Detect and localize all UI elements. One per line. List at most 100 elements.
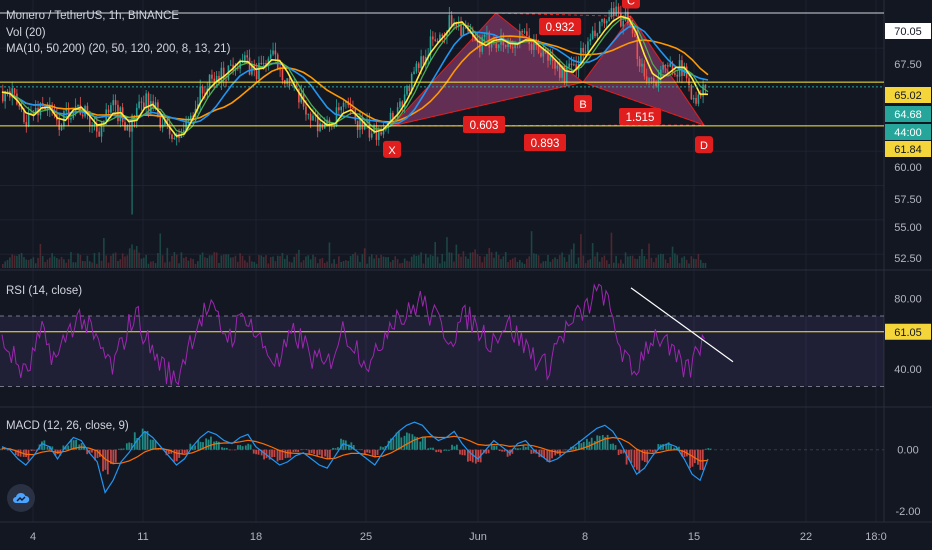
- volume-bar: [530, 231, 533, 268]
- volume-bar: [681, 257, 683, 268]
- candle-body: [408, 85, 411, 92]
- candle-body: [248, 57, 251, 75]
- macd-histogram-bar: [46, 446, 49, 450]
- macd-histogram-bar: [543, 449, 546, 458]
- candle-body: [237, 67, 239, 69]
- volume-bar: [96, 263, 98, 268]
- macd-histogram-bar: [175, 449, 178, 462]
- candle-body: [135, 107, 138, 121]
- macd-histogram-bar: [705, 448, 707, 450]
- candle-body: [615, 6, 617, 17]
- macd-histogram-bar: [699, 449, 702, 470]
- volume-bar: [401, 262, 404, 268]
- macd-histogram-bar: [181, 449, 184, 455]
- volume-bar: [253, 261, 256, 268]
- candle-body: [526, 31, 528, 36]
- volume-bar: [427, 257, 429, 268]
- candle-body: [279, 69, 281, 71]
- volume-bar: [187, 260, 190, 268]
- macd-histogram-bar: [120, 448, 123, 450]
- candle-body: [93, 123, 96, 126]
- macd-histogram-bar: [667, 442, 670, 450]
- volume-bar: [629, 255, 632, 268]
- volume-bar: [164, 262, 166, 268]
- volume-bar: [363, 248, 366, 268]
- volume-bar: [373, 258, 375, 268]
- macd-histogram-bar: [133, 432, 136, 450]
- macd-histogram-bar: [62, 445, 65, 450]
- candle-body: [319, 123, 321, 132]
- volume-bar: [347, 260, 350, 268]
- macd-signal-line: [1, 435, 709, 465]
- volume-bar: [678, 263, 681, 268]
- macd-histogram-bar: [609, 443, 612, 450]
- candle-body: [392, 112, 394, 119]
- candle-body: [542, 48, 545, 57]
- candle-body: [396, 107, 399, 120]
- volume-bar: [688, 263, 690, 268]
- volume-bar: [267, 263, 270, 268]
- volume-bar: [375, 254, 378, 268]
- time-axis-tick: 8: [582, 531, 588, 543]
- candle-body: [655, 82, 657, 87]
- volume-bar: [575, 263, 577, 268]
- macd-histogram-bar: [324, 449, 327, 457]
- volume-bar: [258, 254, 260, 268]
- macd-histogram-bar: [646, 449, 649, 463]
- candle-body: [638, 58, 641, 67]
- volume-bar: [584, 263, 587, 268]
- candle-body: [580, 47, 582, 65]
- macd-histogram-bar: [574, 446, 577, 450]
- macd-histogram-bar: [689, 449, 691, 469]
- candle-body: [375, 125, 378, 140]
- volume-bar: [248, 255, 251, 268]
- candle-body: [128, 125, 131, 132]
- volume-bar: [392, 259, 394, 268]
- candle-body: [641, 63, 643, 67]
- macd-histogram-bar: [390, 438, 392, 450]
- volume-bar: [420, 252, 422, 268]
- volume-bar: [246, 262, 248, 268]
- candle-body: [96, 123, 98, 132]
- macd-histogram-bar: [284, 449, 287, 459]
- macd-histogram-bar: [167, 449, 170, 454]
- volume-bar: [568, 254, 570, 268]
- candle-body: [262, 63, 265, 65]
- volume-bar: [56, 257, 58, 268]
- volume-bar: [641, 248, 643, 268]
- volume-bar: [91, 262, 93, 268]
- macd-histogram-bar: [25, 449, 27, 457]
- volume-bar: [615, 255, 617, 268]
- volume-bar: [425, 253, 427, 268]
- rsi-axis-tick: 80.00: [894, 293, 922, 305]
- macd-histogram-bar: [0, 448, 1, 450]
- volume-bar: [23, 257, 25, 268]
- candle-body: [537, 45, 540, 53]
- volume-bar: [667, 263, 669, 268]
- candle-body: [25, 122, 28, 127]
- volume-bar: [627, 256, 629, 268]
- volume-bar: [305, 256, 307, 268]
- candle-body: [333, 126, 335, 128]
- candle-body: [107, 109, 110, 113]
- candle-body: [11, 88, 13, 98]
- tradingview-logo[interactable]: [7, 484, 35, 512]
- candle-body: [474, 37, 476, 41]
- macd-histogram-bar: [112, 449, 115, 465]
- macd-histogram-bar: [498, 449, 501, 451]
- volume-bar: [49, 257, 51, 268]
- volume-bar: [660, 253, 662, 268]
- candle-body: [352, 107, 354, 109]
- volume-bar: [110, 255, 112, 268]
- volume-bar: [457, 253, 460, 268]
- volume-bar: [622, 263, 624, 268]
- ratio-badge: [463, 116, 505, 133]
- volume-bar: [319, 258, 321, 268]
- volume-bar: [387, 257, 389, 268]
- candle-body: [389, 112, 392, 125]
- candle-body: [554, 61, 556, 69]
- candle-body: [361, 117, 364, 130]
- macd-histogram-bar: [138, 438, 141, 450]
- volume-bar: [434, 241, 436, 268]
